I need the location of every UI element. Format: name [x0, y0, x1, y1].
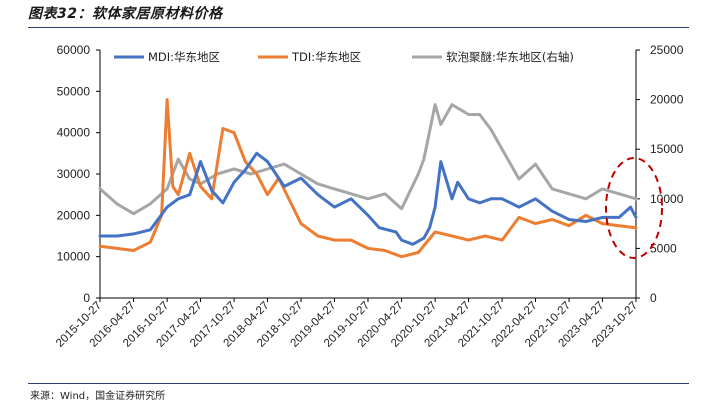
right-tick-label: 0	[650, 291, 657, 305]
annotation	[605, 157, 663, 259]
right-tick-label: 15000	[650, 142, 684, 156]
legend: MDI:华东地区 TDI:华东地区 软泡聚醚:华东地区(右轴)	[114, 50, 574, 64]
right-tick-label: 5000	[650, 241, 677, 255]
source-note: 来源：Wind，国金证券研究所	[30, 391, 166, 402]
left-tick-label: 40000	[57, 126, 91, 140]
series-line-1	[98, 98, 638, 259]
left-tick-label: 20000	[57, 208, 91, 222]
left-tick-label: 30000	[57, 167, 91, 181]
right-tick-label: 10000	[650, 192, 684, 206]
legend-label-1: TDI:华东地区	[291, 50, 361, 64]
chart-title: 图表32：软体家居原材料价格	[28, 6, 223, 22]
left-tick-label: 60000	[57, 43, 91, 57]
footer-rule	[28, 383, 689, 384]
left-tick-label: 50000	[57, 84, 91, 98]
left-tick-label: 0	[83, 291, 90, 305]
right-tick-label: 25000	[650, 43, 684, 57]
right-tick-label: 20000	[650, 93, 684, 107]
legend-label-2: 软泡聚醚:华东地区(右轴)	[446, 50, 574, 64]
series-line-2	[98, 103, 638, 216]
left-tick-label: 10000	[57, 250, 91, 264]
highlight-ellipse	[605, 157, 663, 259]
title-rule	[28, 27, 689, 28]
series-line-0	[98, 151, 638, 246]
legend-label-0: MDI:华东地区	[148, 50, 220, 64]
series-layer	[98, 98, 638, 259]
